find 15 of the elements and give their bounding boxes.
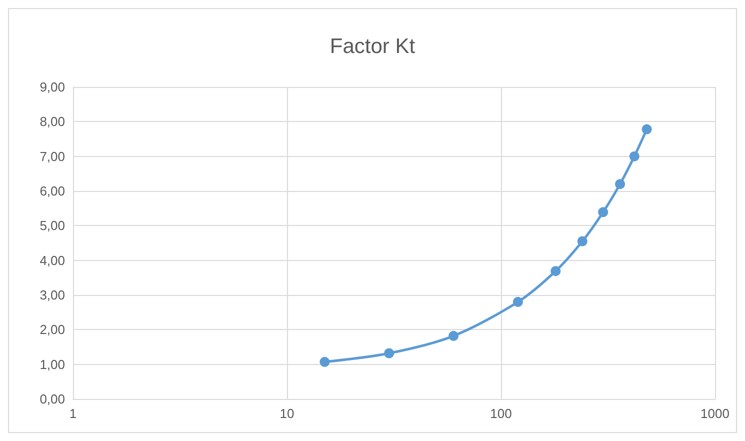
x-tick-label: 100 [490, 406, 512, 421]
y-tick-label: 1,00 [40, 356, 65, 372]
x-tick-label: 10 [280, 406, 294, 421]
y-tick-label: 4,00 [40, 252, 65, 268]
x-tick-label: 1000 [700, 406, 730, 421]
y-tick-label: 0,00 [40, 392, 65, 406]
chart-title: Factor Kt [330, 35, 416, 58]
x-tick-label: 1 [69, 406, 77, 421]
y-tick-label: 2,00 [40, 322, 65, 338]
y-tick-label: 8,00 [40, 114, 65, 130]
y-tick-label: 3,00 [40, 288, 65, 302]
y-tick-label: 6,00 [40, 184, 65, 198]
y-tick-label: 5,00 [40, 218, 65, 234]
y-tick-label: 9,00 [40, 80, 65, 94]
y-tick-label: 7,00 [40, 148, 65, 164]
